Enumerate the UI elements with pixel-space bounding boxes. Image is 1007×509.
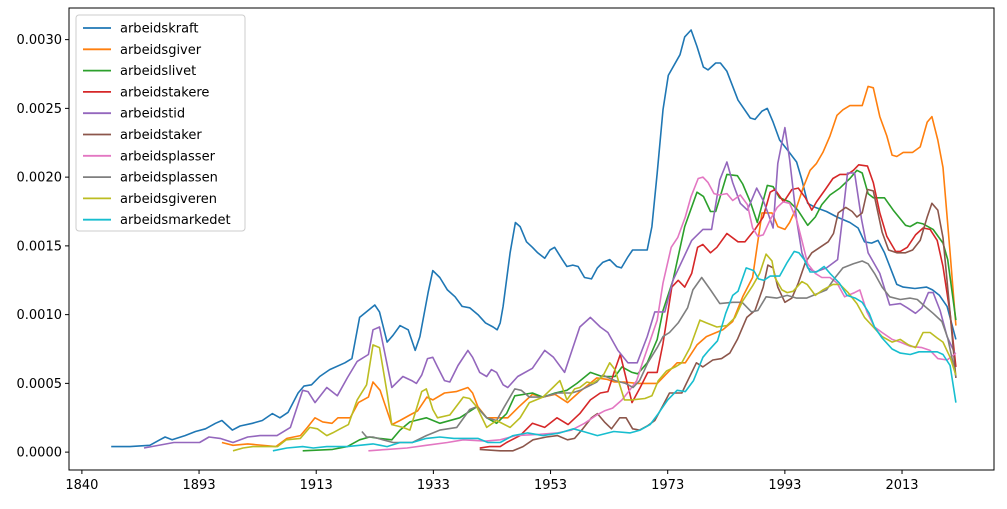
legend-item-arbeidsplassen: arbeidsplassen [83, 171, 218, 186]
series-line-arbeidskraft [111, 29, 957, 448]
legend-label: arbeidstaker [120, 128, 202, 143]
y-tick-label: 0.0030 [17, 33, 63, 48]
y-tick-label: 0.0015 [17, 239, 63, 254]
legend-item-arbeidslivet: arbeidslivet [83, 64, 196, 79]
series-line-arbeidsmarkedet [272, 250, 957, 452]
y-axis: 0.0000 0.0005 0.0010 0.0015 0.0020 0.0025 0.00… [17, 33, 69, 461]
series-line-arbeidsplassen [361, 260, 957, 444]
y-tick-label: 0.0020 [17, 171, 63, 186]
y-tick-label: 0.0005 [17, 377, 63, 392]
legend-label: arbeidskraft [120, 22, 198, 37]
legend-label: arbeidstakere [120, 85, 209, 100]
y-tick-label: 0.0010 [17, 308, 63, 323]
legend-item-arbeidsplasser: arbeidsplasser [83, 149, 216, 164]
x-tick-label: 1840 [65, 478, 98, 493]
x-tick-label: 2013 [885, 478, 918, 493]
legend-label: arbeidsmarkedet [120, 213, 231, 228]
y-tick-label: 0.0000 [17, 446, 63, 461]
legend-item-arbeidstakere: arbeidstakere [83, 85, 209, 100]
series-line-arbeidslivet [302, 169, 957, 452]
x-axis: 1840 1893 1913 1933 1953 1973 1993 2013 [65, 470, 919, 493]
x-tick-label: 1953 [534, 478, 567, 493]
series-line-arbeidstakere [479, 164, 957, 449]
x-tick-label: 1933 [417, 478, 450, 493]
legend-item-arbeidstaker: arbeidstaker [83, 128, 202, 143]
legend-label: arbeidsgiver [120, 43, 202, 58]
series-line-arbeidstid [143, 126, 956, 449]
legend-label: arbeidstid [120, 107, 185, 122]
legend-item-arbeidsmarkedet: arbeidsmarkedet [83, 213, 231, 228]
legend-item-arbeidskraft: arbeidskraft [83, 22, 198, 37]
plot-frame [68, 7, 995, 471]
x-tick-label: 1973 [651, 478, 684, 493]
series-layer [111, 29, 957, 452]
x-tick-label: 1993 [768, 478, 801, 493]
x-tick-label: 1893 [183, 478, 216, 493]
legend-label: arbeidsplasser [120, 149, 216, 164]
legend: arbeidskraft arbeidsgiver arbeidslivet arbe… [75, 14, 246, 232]
legend-box [75, 14, 246, 232]
y-tick-label: 0.0025 [17, 102, 63, 117]
legend-label: arbeidslivet [120, 64, 196, 79]
legend-item-arbeidstid: arbeidstid [83, 107, 185, 122]
legend-label: arbeidsplassen [120, 171, 218, 186]
legend-item-arbeidsgiver: arbeidsgiver [83, 43, 202, 58]
legend-item-arbeidsgiveren: arbeidsgiveren [83, 192, 217, 207]
legend-label: arbeidsgiveren [120, 192, 217, 207]
x-tick-label: 1913 [300, 478, 333, 493]
